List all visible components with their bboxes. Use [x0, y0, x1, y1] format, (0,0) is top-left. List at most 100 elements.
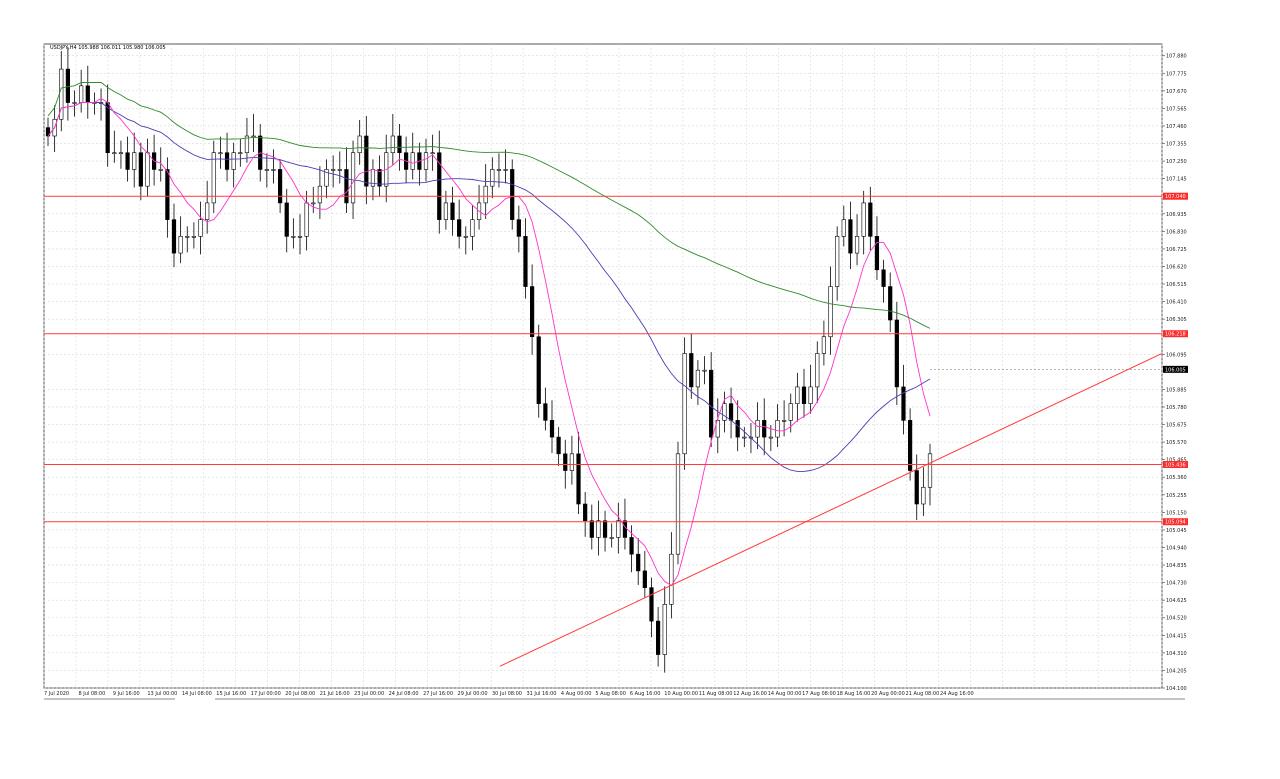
y-tick-label: 107.565	[1166, 106, 1187, 112]
y-tick-label: 104.310	[1166, 651, 1187, 657]
candle-body	[430, 152, 435, 155]
plot-area	[43, 43, 1163, 689]
candle-body	[788, 403, 793, 421]
level-price-label: 106.218	[1165, 332, 1186, 338]
candle-body	[782, 420, 787, 422]
x-tick-label: 21 Jul 16:00	[320, 691, 350, 697]
x-tick-label: 21 Aug 08:00	[906, 691, 940, 697]
candle-body	[437, 152, 442, 220]
candle-body	[682, 353, 687, 455]
x-tick-label: 15 Jul 16:00	[216, 691, 246, 697]
candle-body	[510, 169, 515, 220]
candle-body	[881, 269, 886, 287]
x-tick-label: 14 Aug 00:00	[768, 691, 802, 697]
x-tick-label: 12 Aug 16:00	[733, 691, 767, 697]
candle-body	[191, 236, 196, 238]
y-tick-label: 107.880	[1166, 54, 1187, 60]
candle-body	[689, 353, 694, 388]
candle-body	[231, 152, 236, 170]
candle-body	[450, 202, 455, 220]
candle-body	[569, 453, 574, 471]
candle-body	[530, 286, 535, 338]
candle-body	[728, 403, 734, 421]
y-tick-label: 107.460	[1166, 124, 1187, 130]
candle-body	[271, 169, 276, 171]
y-tick-label: 104.415	[1166, 633, 1187, 639]
current-price-tag	[1163, 365, 1188, 373]
candle-body	[914, 470, 919, 505]
candle-body	[662, 604, 667, 655]
candle-body	[138, 152, 143, 187]
x-tick-label: 29 Jul 00:00	[458, 691, 488, 697]
candle-body	[278, 169, 283, 204]
y-tick-label: 105.570	[1166, 440, 1187, 446]
x-tick-label: 14 Jul 08:00	[182, 691, 212, 697]
symbol-header: USDJPY,H4 105.988 106.011 105.980 106.00…	[50, 45, 166, 51]
y-tick-label: 107.250	[1166, 159, 1187, 165]
candle-body	[357, 135, 362, 154]
candle-body	[894, 319, 899, 388]
candle-body	[112, 152, 117, 155]
candle-body	[496, 169, 502, 171]
candle-body	[457, 219, 462, 237]
candle-body	[523, 236, 528, 287]
candle-body	[423, 152, 429, 170]
level-price-label: 105.436	[1165, 463, 1186, 469]
candle-body	[715, 420, 720, 438]
y-tick-label: 105.255	[1166, 493, 1187, 499]
candle-body	[768, 436, 773, 439]
candle-body	[821, 336, 826, 354]
candle-body	[291, 236, 296, 238]
y-tick-label: 105.150	[1166, 510, 1187, 516]
candle-body	[583, 503, 588, 522]
y-tick-label: 107.775	[1166, 71, 1187, 77]
candle-body	[616, 520, 621, 538]
y-tick-label: 105.885	[1166, 387, 1187, 393]
candle-body	[622, 520, 628, 538]
x-tick-label: 30 Jul 08:00	[492, 691, 522, 697]
y-tick-label: 105.045	[1166, 528, 1187, 534]
current-price-label: 106.005	[1165, 367, 1186, 373]
candle-body	[636, 553, 641, 572]
x-tick-label: 20 Aug 00:00	[871, 691, 905, 697]
candle-body	[848, 219, 853, 254]
candle-body	[390, 135, 395, 154]
candle-body	[556, 436, 561, 455]
candle-body	[397, 135, 402, 154]
candle-body	[264, 169, 269, 171]
candle-body	[596, 520, 601, 538]
x-tick-label: 8 Jul 08:00	[78, 691, 105, 697]
y-tick-label: 104.100	[1166, 686, 1187, 692]
candle-body	[364, 135, 369, 187]
candle-body	[795, 386, 800, 404]
candle-body	[344, 169, 349, 204]
level-price-tag	[1163, 192, 1188, 200]
ma-magenta-line	[47, 97, 931, 587]
candle-body	[483, 185, 488, 204]
x-tick-label: 31 Jul 16:00	[526, 691, 556, 697]
x-tick-label: 7 Jul 2020	[44, 691, 69, 697]
y-tick-label: 107.145	[1166, 177, 1187, 183]
candle-body	[874, 236, 880, 271]
candle-body	[211, 152, 216, 204]
candle-body	[171, 219, 177, 254]
candle-body	[642, 570, 647, 588]
candle-body	[317, 185, 322, 204]
y-tick-label: 105.465	[1166, 458, 1187, 464]
candle-body	[145, 152, 150, 187]
candle-body	[311, 202, 316, 205]
candle-body	[377, 169, 382, 187]
y-tick-label: 107.355	[1166, 142, 1187, 148]
candle-body	[735, 420, 740, 438]
candle-body	[901, 386, 906, 421]
candle-body	[695, 369, 700, 388]
candle-body	[185, 236, 190, 238]
candle-body	[65, 68, 70, 103]
x-tick-label: 18 Aug 16:00	[837, 691, 871, 697]
x-tick-label: 20 Jul 08:00	[285, 691, 315, 697]
x-tick-label: 17 Jul 00:00	[251, 691, 281, 697]
candle-body	[125, 152, 130, 170]
candle-body	[470, 219, 475, 237]
